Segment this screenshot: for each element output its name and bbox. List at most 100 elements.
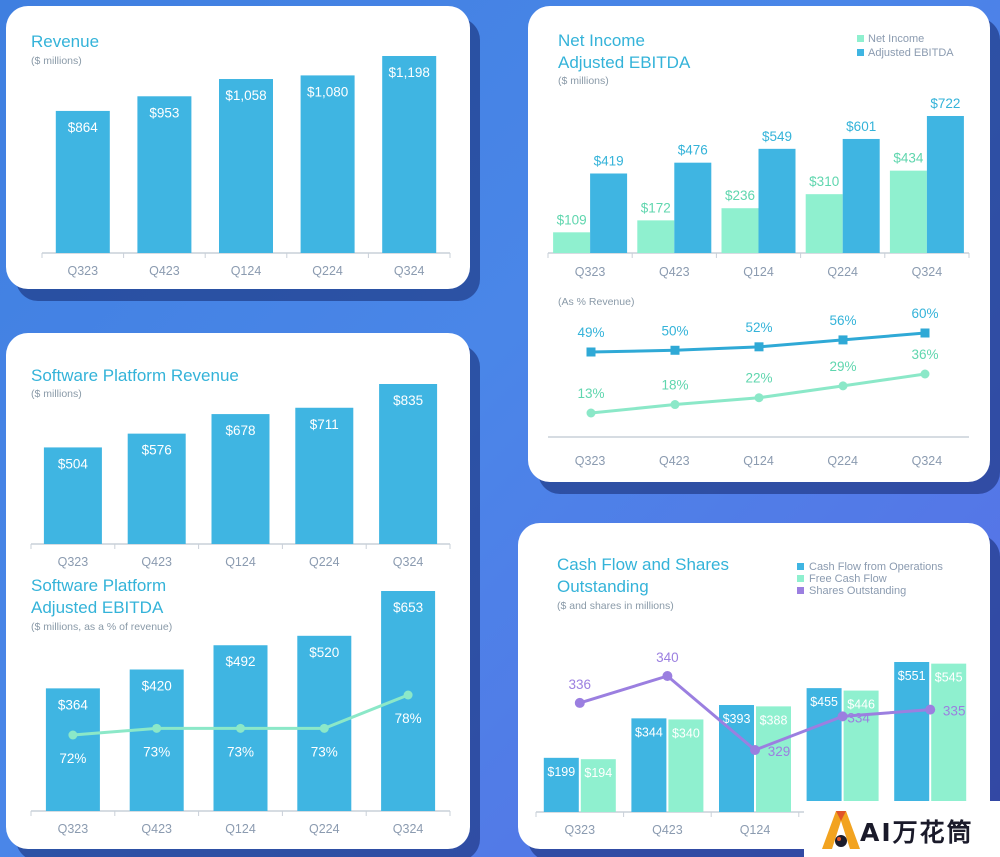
chart-title-line-1: Software Platform	[31, 576, 166, 595]
tick-label: Q124	[743, 454, 774, 468]
data-label: $194	[584, 766, 612, 780]
tick-label: Q124	[231, 264, 262, 278]
data-label: $393	[723, 712, 751, 726]
data-label: $653	[393, 600, 423, 615]
margin-point	[754, 342, 764, 352]
bar-net-income	[805, 194, 843, 253]
data-label: $1,080	[307, 84, 348, 99]
bar-net-income	[889, 170, 927, 253]
bar	[297, 635, 352, 811]
data-label: $549	[762, 129, 792, 144]
legend-swatch-shares-outstanding	[797, 587, 804, 594]
legend-swatch-net-income	[857, 35, 864, 42]
revenue-card: Revenue ($ millions) $864 $953 $1,058 $1,08…	[6, 6, 470, 289]
data-label: $545	[935, 671, 963, 685]
bar-free-cash-flow	[580, 759, 616, 812]
legend-shares-outstanding: Shares Outstanding	[809, 585, 906, 597]
chart-subtitle: ($ millions)	[31, 55, 82, 67]
bar-net-income	[553, 232, 591, 253]
legend-swatch-free-cash-flow	[797, 575, 804, 582]
net-income-card: Net Income Adjusted EBITDA ($ millions) …	[528, 6, 990, 482]
percent-label: 73%	[143, 744, 170, 759]
tick-label: Q323	[58, 822, 89, 836]
shares-point	[750, 745, 760, 755]
chart-title-line-2: Outstanding	[557, 577, 649, 596]
tick-label: Q324	[394, 264, 425, 278]
percent-point	[319, 723, 329, 733]
bar-free-cash-flow	[843, 690, 879, 812]
tick-label: Q323	[575, 265, 606, 279]
bar	[382, 56, 437, 253]
bar	[45, 688, 100, 811]
tick-label: Q324	[393, 822, 424, 836]
margin-point	[838, 381, 848, 391]
shares-label: 329	[768, 744, 791, 759]
legend-swatch-adjusted-ebitda	[857, 49, 864, 56]
data-label: $722	[930, 96, 960, 111]
margin-label: 22%	[745, 371, 772, 386]
margin-point	[670, 400, 680, 410]
shares-point	[837, 711, 848, 722]
shares-label: 340	[656, 650, 679, 665]
data-label: $678	[225, 423, 255, 438]
chart-title-line-1: Cash Flow and Shares	[557, 555, 729, 574]
bar	[379, 384, 438, 544]
bar-adjusted-ebitda	[590, 173, 628, 253]
margin-point	[670, 345, 680, 355]
data-label: $953	[149, 105, 179, 120]
data-label: $601	[846, 119, 876, 134]
data-label: $476	[678, 143, 708, 158]
data-label: $236	[725, 188, 755, 203]
margin-label: 13%	[577, 386, 604, 401]
bar-adjusted-ebitda	[758, 148, 796, 253]
net-income-chart: Net Income Adjusted EBITDA ($ millions) …	[547, 31, 970, 468]
margin-point	[586, 408, 596, 418]
data-label: $520	[309, 645, 339, 660]
percent-point	[152, 723, 162, 733]
percent-label: 78%	[395, 711, 422, 726]
bar-net-income	[721, 208, 759, 253]
data-label: $835	[393, 393, 423, 408]
tick-label: Q323	[68, 264, 99, 278]
chart-title-line-1: Net Income	[558, 31, 645, 50]
data-label: $504	[58, 456, 89, 471]
data-label: $310	[809, 174, 839, 189]
percent-label: 72%	[59, 751, 86, 766]
percent-point	[236, 723, 245, 733]
legend-free-cash-flow: Free Cash Flow	[809, 573, 887, 585]
tick-label: Q323	[58, 555, 89, 569]
bar-cash-flow-operations	[543, 757, 579, 812]
tick-label: Q224	[827, 265, 858, 279]
legend-net-income: Net Income	[868, 33, 924, 45]
tick-label: Q423	[659, 454, 690, 468]
revenue-chart: Revenue ($ millions) $864 $953 $1,058 $1,08…	[31, 32, 451, 278]
data-label: $492	[225, 654, 255, 669]
margin-subtitle: (As % Revenue)	[558, 296, 634, 308]
chart-title: Software Platform Revenue	[31, 366, 239, 385]
tick-label: Q224	[309, 822, 340, 836]
shares-point	[574, 697, 585, 708]
percent-label: 73%	[311, 744, 338, 759]
bar-adjusted-ebitda	[926, 116, 964, 253]
legend-adjusted-ebitda: Adjusted EBITDA	[868, 47, 954, 59]
cash-flow-card: Cash Flow and Shares Outstanding ($ and …	[518, 523, 990, 849]
data-label: $419	[594, 153, 624, 168]
software-platform-card: Software Platform Revenue ($ millions) $…	[6, 333, 470, 849]
data-label: $551	[898, 669, 926, 683]
margin-label: 52%	[745, 320, 772, 335]
chart-title: Revenue	[31, 32, 99, 51]
margin-label: 49%	[577, 325, 604, 340]
data-label: $420	[142, 678, 172, 693]
percent-point	[403, 690, 413, 700]
shares-label: 334	[847, 710, 870, 725]
legend-swatch-cash-flow-operations	[797, 563, 804, 570]
data-label: $172	[641, 200, 671, 215]
tick-label: Q124	[225, 822, 256, 836]
tick-label: Q324	[912, 265, 943, 279]
percent-label: 73%	[227, 744, 254, 759]
data-label: $576	[142, 443, 172, 458]
chart-title-line-2: Adjusted EBITDA	[558, 53, 691, 72]
tick-label: Q423	[141, 555, 172, 569]
bar-free-cash-flow	[931, 663, 967, 812]
bar-adjusted-ebitda	[674, 162, 712, 253]
